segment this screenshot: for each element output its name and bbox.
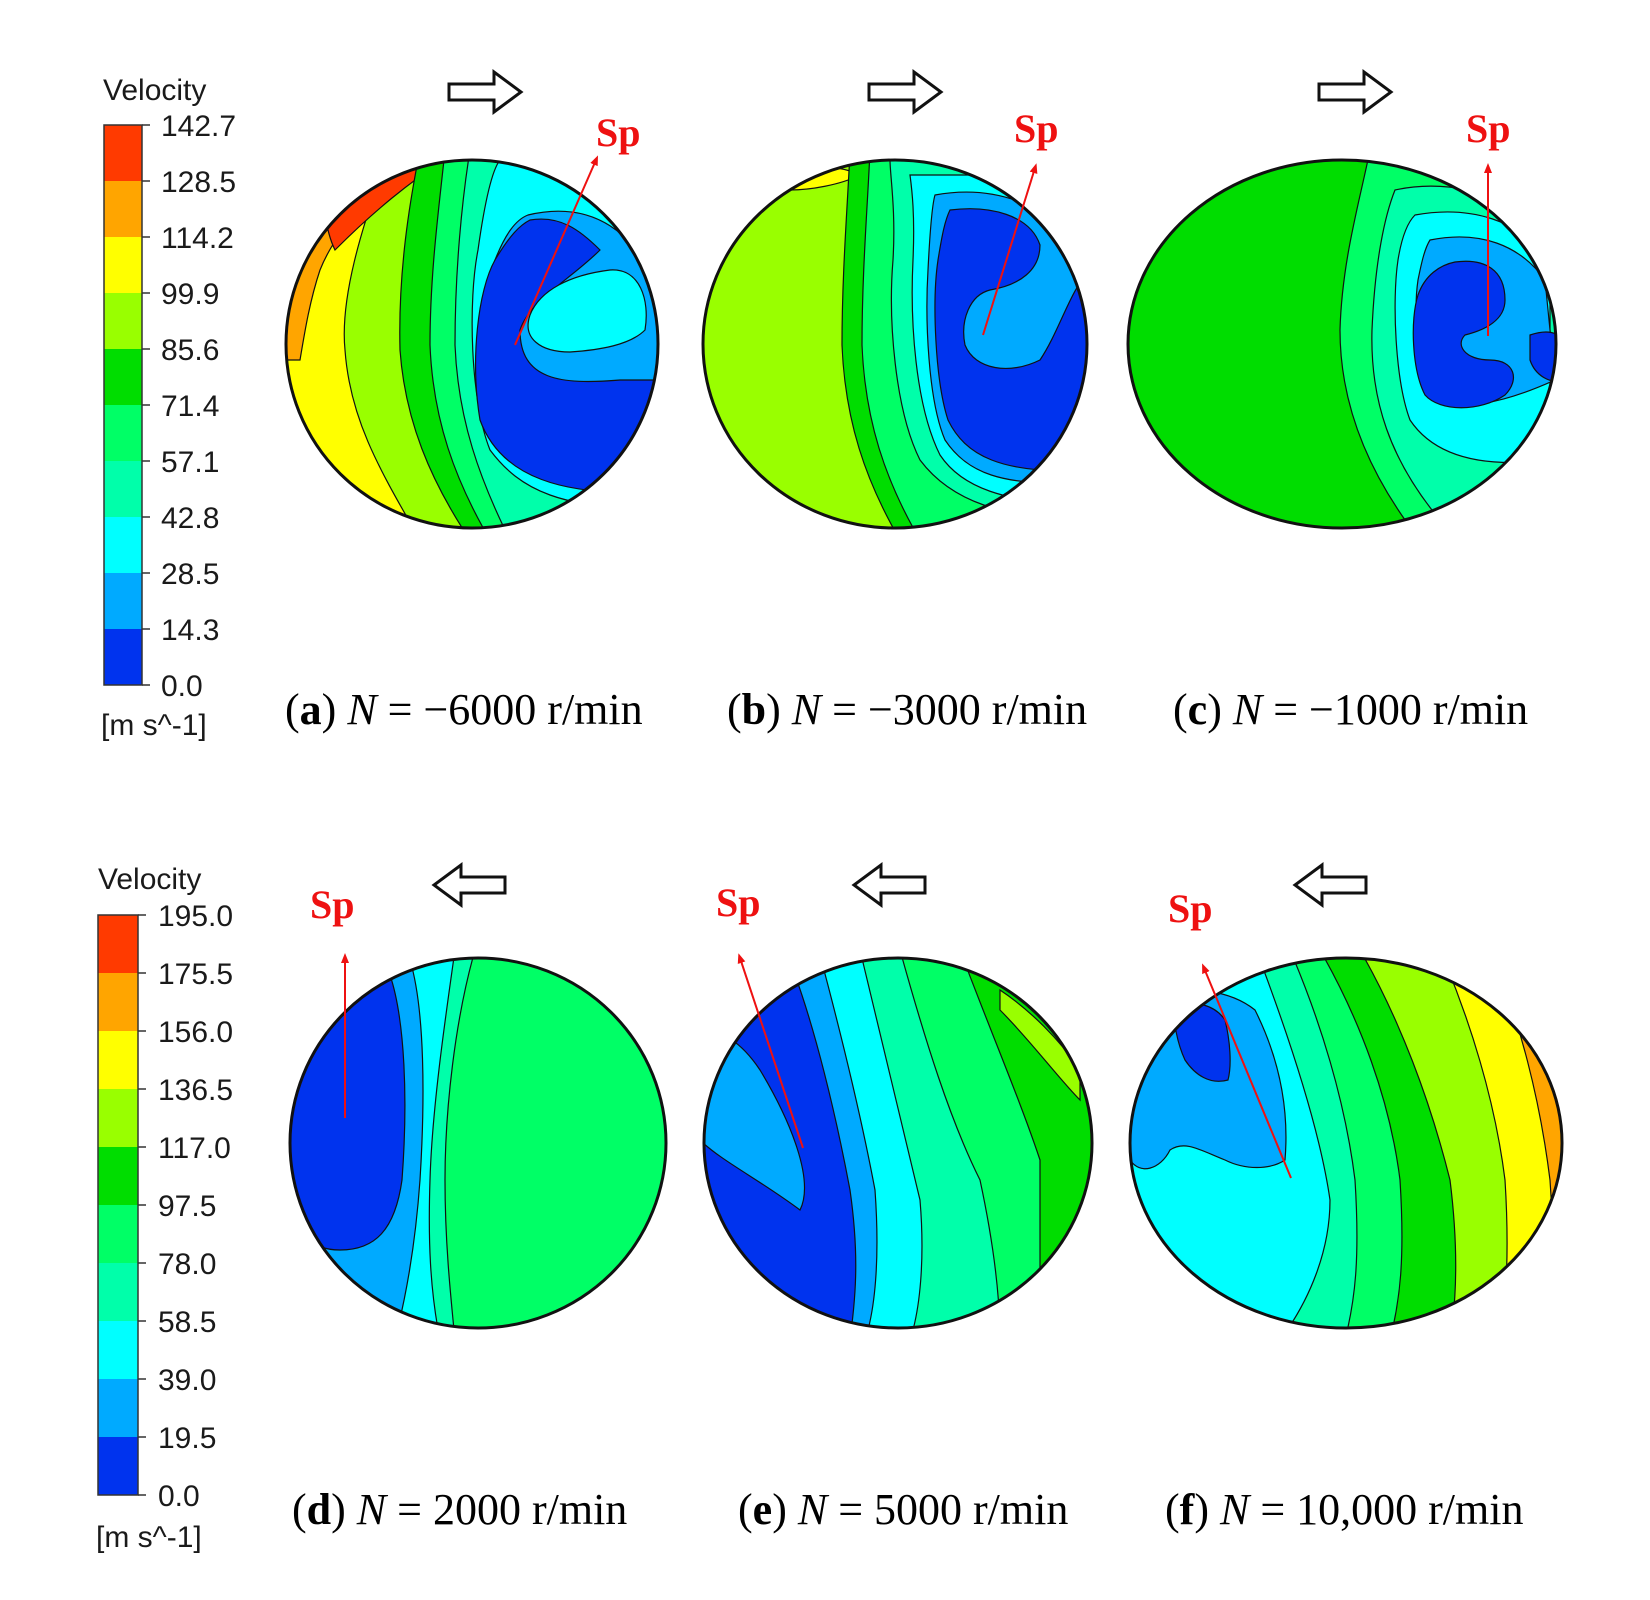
legend-bottom-tick: 117.0	[158, 1132, 231, 1165]
legend-bottom: Velocity 195.0 175.5 156.0 136.5 117.0 9…	[96, 863, 233, 1554]
legend-top-bin-0	[104, 125, 142, 181]
legend-top-tick: 0.0	[161, 670, 203, 703]
legend-bottom-tick: 78.0	[158, 1248, 216, 1281]
panel-a-caption: (a) N = −6000 r/min	[285, 685, 643, 734]
flow-arrow-right-icon	[1317, 69, 1394, 115]
panel-d: Sp (d) N = 2000 r/min	[288, 862, 668, 1534]
legend-bottom-tick: 58.5	[158, 1306, 216, 1339]
sp-label: Sp	[1466, 106, 1511, 151]
legend-bottom-tick: 136.5	[158, 1074, 233, 1107]
panel-c: Sp (c) N = −1000 r/min	[1126, 69, 1558, 734]
sp-label: Sp	[1014, 106, 1059, 151]
panel-b: Sp (b) N = −3000 r/min	[701, 69, 1089, 734]
legend-bottom-bin-6	[98, 1263, 138, 1321]
legend-top-bin-6	[104, 461, 142, 517]
legend-bottom-bin-0	[98, 915, 138, 973]
legend-top-bin-5	[104, 405, 142, 461]
legend-top-bin-4	[104, 349, 142, 405]
legend-top-tick: 14.3	[161, 614, 219, 647]
legend-bottom-bin-3	[98, 1089, 138, 1147]
legend-bottom-bin-5	[98, 1205, 138, 1263]
legend-top-tick: 99.9	[161, 278, 219, 311]
panel-f: Sp (f) N = 10,000 r/min	[1128, 862, 1564, 1534]
legend-bottom-tick: 195.0	[158, 900, 233, 933]
flow-arrow-right-icon	[867, 69, 944, 115]
sp-label: Sp	[1168, 886, 1213, 931]
legend-top: Velocity 142.7 128.5 114.2 99.9 85.6 71.…	[101, 74, 236, 742]
panel-c-caption: (c) N = −1000 r/min	[1173, 685, 1528, 734]
legend-top-bin-7	[104, 517, 142, 573]
legend-top-bin-2	[104, 237, 142, 293]
legend-top-bin-8	[104, 573, 142, 629]
legend-bottom-unit: [m s^-1]	[96, 1521, 202, 1554]
legend-bottom-title: Velocity	[98, 863, 201, 896]
legend-bottom-tick: 156.0	[158, 1016, 233, 1049]
legend-top-tick: 128.5	[161, 166, 236, 199]
legend-bottom-bin-8	[98, 1379, 138, 1437]
legend-top-bin-1	[104, 181, 142, 237]
panel-e-caption: (e) N = 5000 r/min	[738, 1485, 1068, 1534]
legend-top-tick: 114.2	[161, 222, 234, 255]
panel-d-caption: (d) N = 2000 r/min	[292, 1485, 627, 1534]
legend-top-tick: 42.8	[161, 502, 219, 535]
sp-label: Sp	[716, 880, 761, 925]
panel-b-caption: (b) N = −3000 r/min	[727, 685, 1087, 734]
legend-top-tick: 28.5	[161, 558, 219, 591]
legend-top-bin-3	[104, 293, 142, 349]
sp-arrow	[514, 155, 599, 346]
legend-top-tick: 85.6	[161, 334, 219, 367]
flow-arrow-left-icon	[1292, 862, 1368, 908]
legend-top-unit: [m s^-1]	[101, 709, 207, 742]
legend-bottom-bin-4	[98, 1147, 138, 1205]
panel-f-caption: (f) N = 10,000 r/min	[1165, 1485, 1523, 1534]
flow-arrow-left-icon	[851, 862, 927, 908]
legend-top-bin-9	[104, 629, 142, 685]
legend-top-tick: 142.7	[161, 110, 236, 143]
sp-label: Sp	[310, 882, 355, 927]
legend-bottom-tick: 19.5	[158, 1422, 216, 1455]
legend-bottom-tick: 97.5	[158, 1190, 216, 1223]
sp-label: Sp	[596, 110, 641, 155]
legend-bottom-bin-9	[98, 1437, 138, 1495]
sp-arrow	[737, 953, 804, 1149]
legend-bottom-tick: 39.0	[158, 1364, 216, 1397]
legend-bottom-bin-1	[98, 973, 138, 1031]
legend-bottom-tick: 0.0	[158, 1480, 200, 1513]
sp-arrow	[1202, 963, 1292, 1179]
flow-arrow-right-icon	[447, 69, 524, 115]
legend-bottom-tick: 175.5	[158, 958, 233, 991]
legend-top-title: Velocity	[103, 74, 206, 107]
legend-bottom-bin-2	[98, 1031, 138, 1089]
flow-arrow-left-icon	[431, 862, 507, 908]
legend-top-tick: 57.1	[161, 446, 219, 479]
panel-e: Sp (e) N = 5000 r/min	[702, 862, 1094, 1534]
legend-bottom-bin-7	[98, 1321, 138, 1379]
sp-arrow	[982, 163, 1038, 336]
legend-top-tick: 71.4	[161, 390, 219, 423]
panel-a: Sp (a) N = −6000 r/min	[284, 69, 660, 734]
